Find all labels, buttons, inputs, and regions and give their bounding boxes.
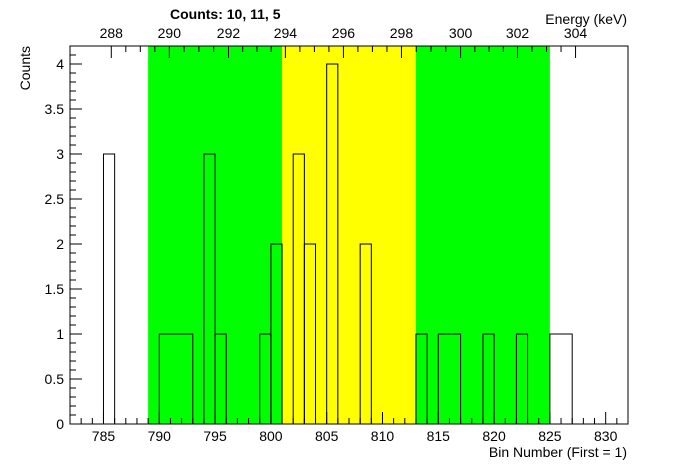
highlight-regions [148, 46, 550, 424]
y-tick-label: 0 [56, 416, 64, 432]
axis-ticks [69, 45, 629, 425]
y-tick-label: 3 [56, 146, 64, 162]
y-tick-label: 2.5 [45, 191, 65, 207]
x-tick-label: 825 [538, 428, 562, 444]
tick-labels: 785 790 795 800 805 810 815 820 825 830 0 0.5 1 1.5 2 2… [45, 25, 618, 444]
y-axis-label: Counts [17, 46, 33, 90]
x-tick-label: 815 [427, 428, 451, 444]
top-tick-label: 304 [564, 25, 588, 41]
histogram-bin [549, 333, 573, 425]
top-tick-label: 300 [449, 25, 473, 41]
highlight-region-1 [282, 46, 416, 424]
x-tick-label: 810 [371, 428, 395, 444]
y-tick-label: 1 [56, 326, 64, 342]
chart-title: Counts: 10, 11, 5 [170, 6, 281, 22]
top-tick-label: 296 [332, 25, 356, 41]
x-axis-label: Bin Number (First = 1) [489, 444, 627, 460]
top-axis-label: Energy (keV) [545, 11, 627, 27]
x-tick-label: 790 [148, 428, 172, 444]
top-tick-label: 298 [390, 25, 414, 41]
x-tick-label: 805 [315, 428, 339, 444]
y-tick-label: 4 [56, 56, 64, 72]
top-tick-label: 294 [274, 25, 298, 41]
y-tick-label: 0.5 [45, 371, 65, 387]
top-tick-label: 288 [100, 25, 124, 41]
x-tick-label: 795 [203, 428, 227, 444]
histogram-bin [102, 153, 116, 425]
top-tick-label: 292 [217, 25, 241, 41]
top-tick-label: 302 [506, 25, 530, 41]
x-tick-label: 785 [92, 428, 116, 444]
y-tick-label: 1.5 [45, 281, 65, 297]
x-tick-label: 800 [259, 428, 283, 444]
x-tick-label: 820 [482, 428, 506, 444]
y-tick-label: 2 [56, 236, 64, 252]
top-tick-label: 290 [158, 25, 182, 41]
x-tick-label: 830 [594, 428, 618, 444]
y-tick-label: 3.5 [45, 101, 65, 117]
